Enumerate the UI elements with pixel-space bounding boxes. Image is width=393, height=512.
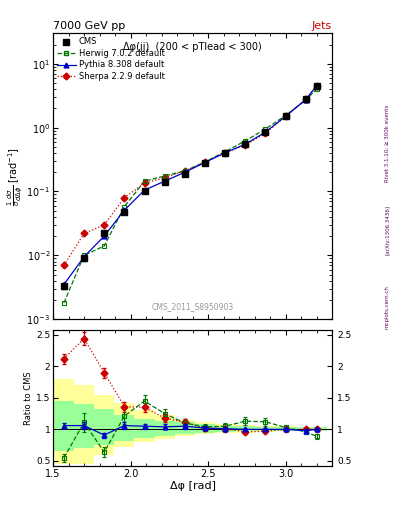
Bar [175,422,195,434]
Bar [134,419,154,438]
Bar [134,411,154,442]
Bar [154,416,175,439]
Bar [94,395,114,455]
Text: Jets: Jets [312,20,332,31]
Bar [275,427,296,431]
Bar [94,409,114,445]
Bar [235,425,255,433]
Bar [307,427,327,431]
Bar [255,427,275,431]
Bar [114,403,134,447]
Bar [195,422,215,434]
Y-axis label: $\frac{1}{\sigma}\frac{d\sigma}{d\Delta\phi}$ [rad$^{-1}$]: $\frac{1}{\sigma}\frac{d\sigma}{d\Delta\… [5,147,24,206]
Text: 7000 GeV pp: 7000 GeV pp [53,20,125,31]
Bar [54,401,74,452]
Bar [74,385,94,464]
Bar [215,425,235,432]
X-axis label: Δφ [rad]: Δφ [rad] [169,481,216,492]
Text: Rivet 3.1.10; ≥ 300k events: Rivet 3.1.10; ≥ 300k events [385,105,389,182]
Bar [255,425,275,432]
Text: Δφ(jj)  (200 < pTlead < 300): Δφ(jj) (200 < pTlead < 300) [123,42,262,52]
Bar [296,428,316,431]
Bar [74,404,94,449]
Bar [307,428,327,431]
Bar [275,426,296,431]
Legend: CMS, Herwig 7.0.2 default, Pythia 8.308 default, Sherpa 2.2.9 default: CMS, Herwig 7.0.2 default, Pythia 8.308 … [55,36,166,82]
Bar [235,426,255,431]
Bar [175,420,195,436]
Bar [114,416,134,441]
Bar [54,379,74,464]
Text: [arXiv:1306.3436]: [arXiv:1306.3436] [385,205,389,255]
Bar [154,420,175,436]
Y-axis label: Ratio to CMS: Ratio to CMS [24,371,33,424]
Bar [215,424,235,433]
Bar [296,427,316,431]
Text: CMS_2011_S8950903: CMS_2011_S8950903 [151,302,234,311]
Bar [195,424,215,433]
Text: mcplots.cern.ch: mcplots.cern.ch [385,285,389,329]
